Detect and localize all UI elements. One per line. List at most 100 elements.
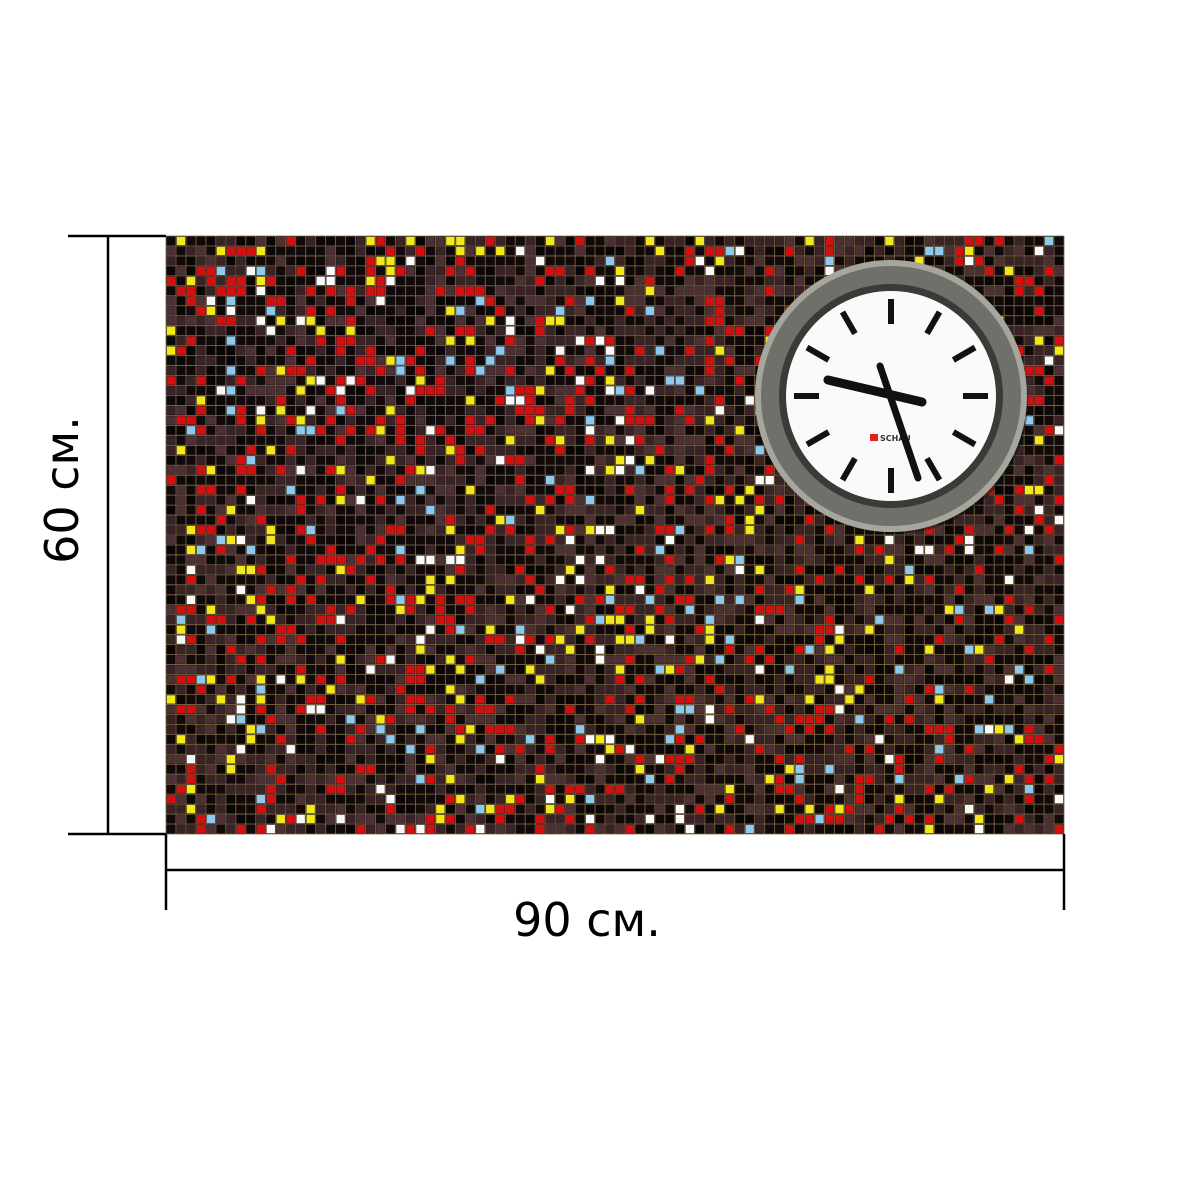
tile: [785, 755, 794, 764]
tile: [665, 346, 675, 355]
tile: [635, 605, 645, 614]
tile: [276, 376, 285, 385]
tile: [585, 416, 595, 425]
tile: [1044, 406, 1054, 415]
tile: [555, 296, 565, 305]
tile: [545, 236, 555, 246]
tile: [436, 476, 445, 485]
tile: [555, 535, 565, 545]
tile: [1044, 585, 1054, 594]
tile: [705, 495, 714, 505]
tile: [675, 406, 685, 415]
tile: [296, 256, 305, 266]
tile: [266, 695, 275, 704]
tile: [226, 645, 236, 654]
tile: [725, 565, 734, 575]
tile: [456, 306, 465, 315]
tile: [1024, 276, 1034, 286]
tile: [166, 605, 176, 614]
tile: [735, 436, 744, 445]
tile: [984, 605, 994, 614]
tile: [1024, 645, 1034, 654]
tile: [436, 426, 445, 435]
tile: [236, 685, 246, 694]
tile: [765, 535, 774, 545]
tile: [705, 346, 714, 355]
tile: [376, 515, 385, 525]
tile: [785, 495, 794, 505]
tile: [366, 426, 375, 435]
tile: [386, 575, 395, 585]
tile: [915, 715, 924, 724]
tile: [1044, 236, 1054, 246]
tile: [456, 446, 465, 455]
tile: [615, 565, 625, 575]
tile: [346, 565, 355, 575]
tile: [945, 635, 954, 644]
tile: [456, 495, 465, 505]
tile: [296, 346, 305, 355]
tile: [176, 346, 186, 355]
tile: [506, 725, 515, 734]
tile: [226, 615, 236, 624]
tile: [1034, 436, 1044, 445]
tile: [1054, 306, 1064, 315]
tile: [226, 316, 236, 325]
tile: [306, 326, 315, 335]
tile: [306, 715, 315, 724]
tile: [376, 595, 385, 604]
tile: [635, 565, 645, 575]
tile: [336, 446, 345, 455]
tile: [166, 735, 176, 744]
tile: [555, 256, 565, 266]
tile: [176, 326, 186, 335]
tile: [456, 784, 465, 794]
tile: [206, 625, 216, 634]
tile: [1004, 515, 1014, 525]
tile: [825, 625, 834, 634]
tile: [845, 685, 854, 694]
tile: [296, 565, 305, 575]
tile: [406, 535, 415, 545]
tile: [715, 555, 724, 565]
tile: [955, 555, 964, 565]
tile: [506, 326, 515, 335]
tile: [705, 286, 714, 295]
tile: [236, 406, 246, 415]
tile: [346, 266, 355, 276]
tile: [545, 655, 555, 664]
tile: [236, 715, 246, 724]
tile: [605, 575, 615, 585]
tile: [526, 495, 535, 505]
tile: [326, 784, 335, 794]
tile: [476, 446, 485, 455]
tile: [246, 565, 255, 575]
tile: [915, 765, 924, 774]
tile: [396, 376, 405, 385]
tile: [216, 346, 226, 355]
tile: [595, 485, 605, 495]
tile: [695, 485, 704, 495]
tile: [526, 655, 535, 664]
tile: [486, 316, 495, 325]
tile: [685, 276, 695, 286]
tile: [296, 725, 305, 734]
tile: [356, 705, 365, 714]
tile: [565, 645, 575, 654]
tile: [206, 755, 216, 764]
tile: [366, 545, 375, 555]
tile: [286, 306, 295, 315]
tile: [286, 705, 295, 714]
tile: [266, 665, 275, 674]
tile: [396, 665, 405, 674]
tile: [1034, 356, 1044, 365]
tile: [994, 535, 1004, 545]
tile: [685, 485, 695, 495]
tile: [815, 675, 824, 684]
tile: [615, 545, 625, 555]
tile: [675, 615, 685, 624]
tile: [306, 685, 315, 694]
tile: [326, 466, 335, 475]
tile: [246, 545, 255, 555]
tile: [346, 695, 355, 704]
